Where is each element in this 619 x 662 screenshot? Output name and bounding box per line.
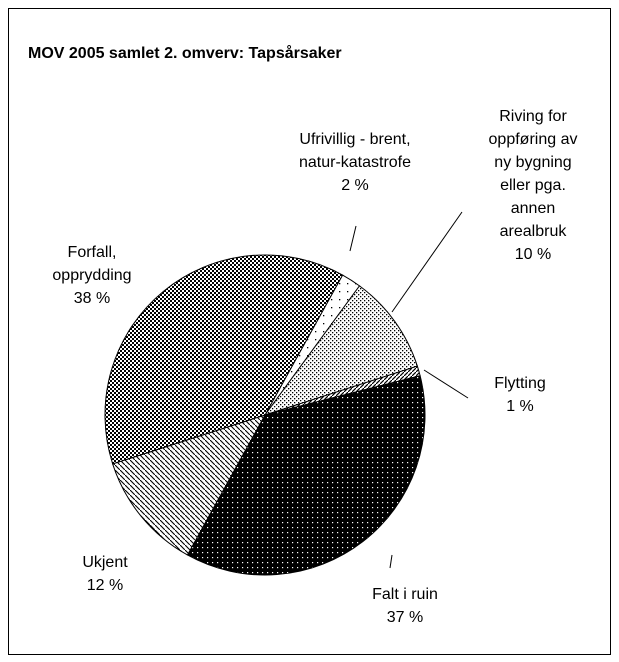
slice-label: Ukjent 12 % [55, 551, 155, 597]
frame [8, 8, 611, 655]
pie-slice [263, 285, 418, 416]
leader-line [389, 554, 393, 569]
leader-line [423, 369, 469, 399]
slice-label: Flytting 1 % [470, 372, 570, 418]
category-label: Riving for oppføring av ny bygning eller… [488, 108, 578, 240]
leader-lines [349, 211, 469, 569]
slice-label: Forfall, opprydding 38 % [40, 241, 144, 310]
category-label: Forfall, opprydding [52, 244, 132, 284]
value-label: 38 % [73, 290, 111, 307]
value-label: 12 % [86, 577, 124, 594]
pie-slice [186, 375, 426, 576]
slice-label: Ufrivillig - brent, natur-katastrofe 2 % [296, 128, 414, 197]
category-label: Ufrivillig - brent, natur-katastrofe [298, 131, 412, 171]
value-label: 1 % [506, 398, 534, 415]
value-label: 10 % [514, 246, 552, 263]
leader-line [349, 225, 357, 252]
leader-line [391, 211, 463, 313]
category-label: Flytting [494, 375, 546, 392]
pie-slice [104, 254, 344, 465]
value-label: 2 % [341, 177, 369, 194]
slice-label: Falt i ruin 37 % [350, 583, 460, 629]
category-label: Falt i ruin [372, 586, 438, 603]
slice-label: Riving for oppføring av ny bygning eller… [488, 105, 578, 266]
category-label: Ukjent [82, 554, 128, 571]
pie-slice [112, 414, 267, 556]
pie [104, 254, 426, 576]
chart-title: MOV 2005 samlet 2. omverv: Tapsårsaker [28, 45, 342, 62]
value-label: 37 % [386, 609, 424, 626]
